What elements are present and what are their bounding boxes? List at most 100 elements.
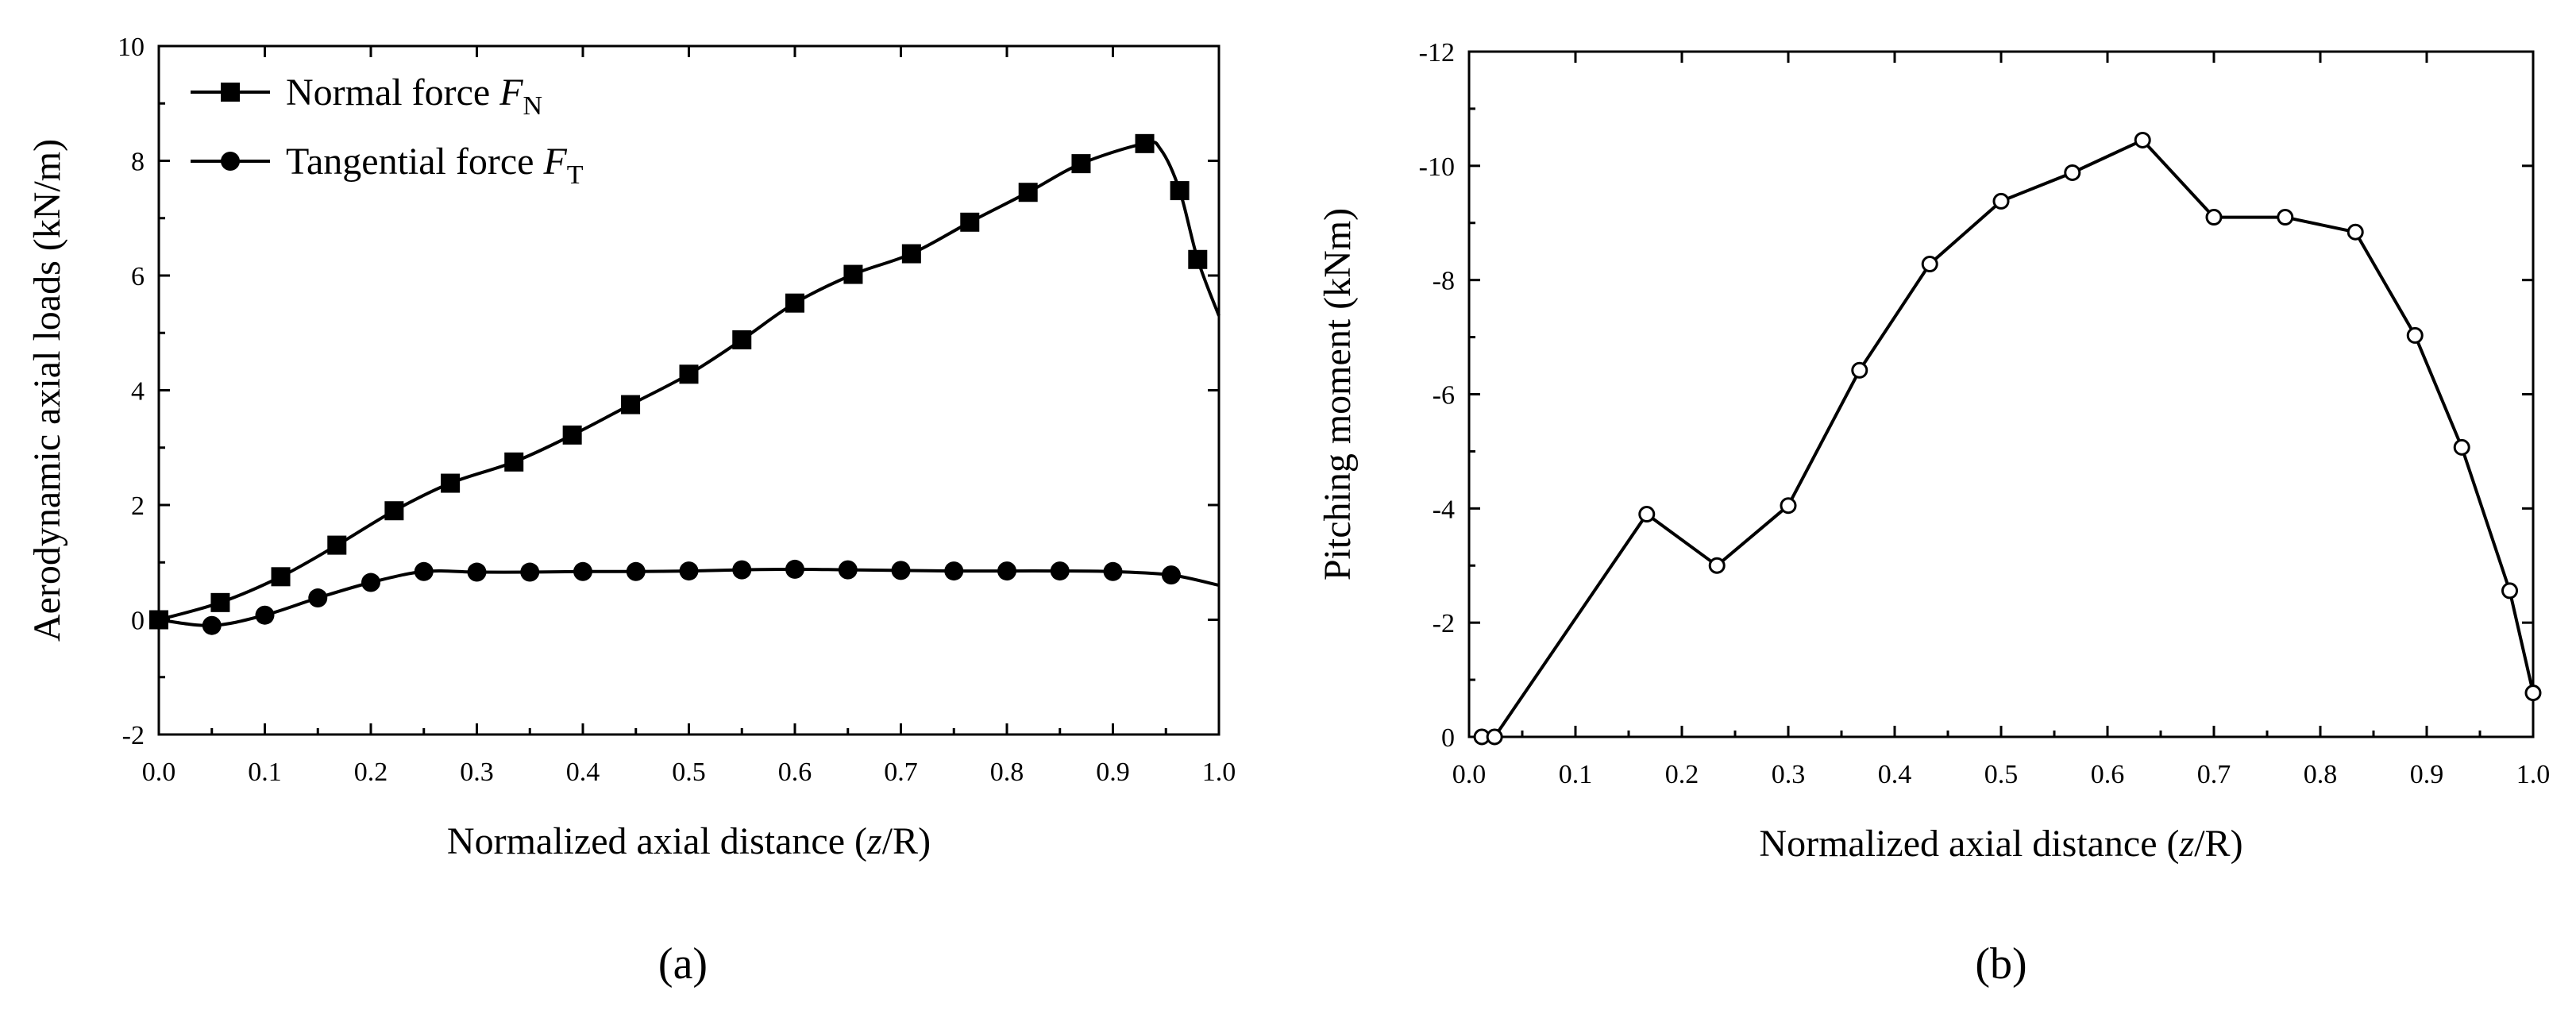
x-tick-label: 0.0 — [142, 758, 176, 787]
x-tick-label: 0.5 — [672, 758, 706, 787]
x-axis-title-text: Normalized axial distance ( — [447, 820, 867, 862]
y-tick-label: 2 — [131, 492, 145, 521]
plot-frame — [1467, 50, 2535, 738]
data-point-square — [679, 364, 699, 384]
data-point-open-circle — [2277, 209, 2294, 226]
data-point-circle — [679, 561, 699, 581]
legend-name: Normal force — [286, 71, 499, 114]
data-point-square — [441, 473, 461, 493]
y-tick-label: 6 — [131, 262, 145, 291]
x-tick-label: 0.4 — [566, 758, 600, 787]
x-tick-label: 0.5 — [1984, 760, 2019, 789]
y-tick-label: 0 — [131, 607, 145, 636]
y-tick-label: -2 — [1433, 609, 1455, 638]
data-point-circle — [573, 561, 592, 581]
legend-marker-circle — [221, 152, 240, 171]
y-tick-label: 10 — [118, 33, 145, 62]
data-point-square — [843, 264, 863, 284]
y-axis-title: Aerodynamic axial loads (kN/m) — [26, 139, 68, 642]
x-tick-label: 0.6 — [2091, 760, 2125, 789]
data-point-circle — [1103, 561, 1123, 581]
data-point-square — [1135, 133, 1155, 153]
legend-subscript: N — [523, 91, 543, 121]
y-tick-label: -12 — [1419, 38, 1455, 67]
x-tick-label: 0.2 — [1665, 760, 1699, 789]
x-axis-title: Normalized axial distance (z/R) — [1759, 823, 2242, 865]
data-point-circle — [308, 588, 328, 608]
chart-panel-a: 0.0 0.1 0.2 0.3 0.4 0.5 0.6 0.7 0.8 0.9 1.0 -2 0 2 4 6 8… — [26, 33, 1236, 989]
data-point-open-circle — [2134, 131, 2151, 148]
data-point-circle — [520, 562, 540, 582]
data-point-square — [1018, 183, 1038, 202]
x-tick-label: 0.3 — [1772, 760, 1806, 789]
data-point-open-circle — [1851, 361, 1868, 379]
legend-marker-square — [221, 83, 240, 102]
data-point-open-circle — [2501, 582, 2519, 600]
data-point-open-circle — [1921, 256, 1938, 273]
data-point-square — [1188, 249, 1208, 269]
x-tick-label: 0.1 — [1559, 760, 1593, 789]
data-point-circle — [997, 561, 1016, 581]
data-point-circle — [414, 561, 434, 581]
legend-label: Tangential force FT — [286, 141, 584, 190]
data-point-square — [271, 567, 291, 587]
data-point-circle — [1161, 565, 1181, 585]
legend: Normal force FN Tangential force FT — [191, 71, 584, 190]
data-point-square — [384, 501, 404, 521]
y-tick-label: -2 — [122, 721, 145, 750]
legend-symbol: F — [542, 141, 567, 183]
x-axis-title-tail: /R) — [2194, 823, 2242, 865]
data-point-square — [1170, 181, 1190, 201]
data-point-square — [732, 330, 752, 349]
y-tick-label: -6 — [1433, 381, 1455, 411]
x-tick-label: 1.0 — [1202, 758, 1236, 787]
x-tick-label: 0.2 — [354, 758, 388, 787]
data-point-circle — [891, 561, 911, 580]
y-tick-label: 8 — [131, 148, 145, 177]
data-point-circle — [785, 559, 804, 579]
data-point-circle — [626, 561, 646, 581]
data-point-circle — [467, 562, 487, 582]
data-point-square — [504, 452, 524, 472]
x-tick-label: 0.3 — [460, 758, 494, 787]
legend-name: Tangential force — [286, 141, 543, 183]
x-tick-label: 0.6 — [778, 758, 812, 787]
x-tick-label: 1.0 — [2516, 760, 2551, 789]
data-point-square — [210, 592, 230, 612]
data-point-square — [1071, 154, 1091, 174]
x-tick-label: 0.7 — [884, 758, 918, 787]
panel-label: (b) — [1975, 939, 2026, 989]
x-axis-title: Normalized axial distance (z/R) — [447, 820, 931, 862]
data-point-circle — [1050, 561, 1070, 581]
data-point-circle — [838, 560, 858, 580]
x-tick-label: 0.7 — [2197, 760, 2231, 789]
y-axis-title: Pitching moment (kNm) — [1317, 208, 1359, 580]
data-point-open-circle — [1638, 506, 1656, 523]
y-tick-label: 0 — [1441, 723, 1455, 753]
data-point-square — [960, 212, 980, 232]
data-point-open-circle — [2205, 209, 2223, 226]
data-point-circle — [255, 605, 275, 625]
x-tick-label: 0.1 — [248, 758, 282, 787]
x-tick-label: 0.9 — [2410, 760, 2444, 789]
x-tick-label: 0.8 — [990, 758, 1024, 787]
panel-label: (a) — [658, 939, 708, 989]
y-tick-label: -8 — [1433, 267, 1455, 296]
data-point-open-circle — [1992, 192, 2010, 210]
x-axis-title-tail: /R) — [882, 820, 931, 862]
data-point-square — [327, 535, 347, 555]
x-tick-label: 0.0 — [1452, 760, 1487, 789]
data-point-circle — [944, 561, 964, 581]
data-point-square — [621, 395, 641, 414]
y-tick-label: 4 — [131, 377, 145, 407]
x-axis-title-var: z — [2179, 823, 2195, 865]
legend-symbol: F — [499, 71, 523, 114]
y-tick-label: -4 — [1433, 495, 1455, 524]
data-point-open-circle — [2524, 684, 2542, 702]
data-point-square — [901, 244, 921, 264]
data-point-circle — [149, 610, 168, 630]
legend-label: Normal force FN — [286, 71, 542, 121]
data-point-circle — [361, 573, 380, 592]
series-normal-force — [149, 133, 1221, 630]
data-point-open-circle — [2453, 438, 2470, 456]
